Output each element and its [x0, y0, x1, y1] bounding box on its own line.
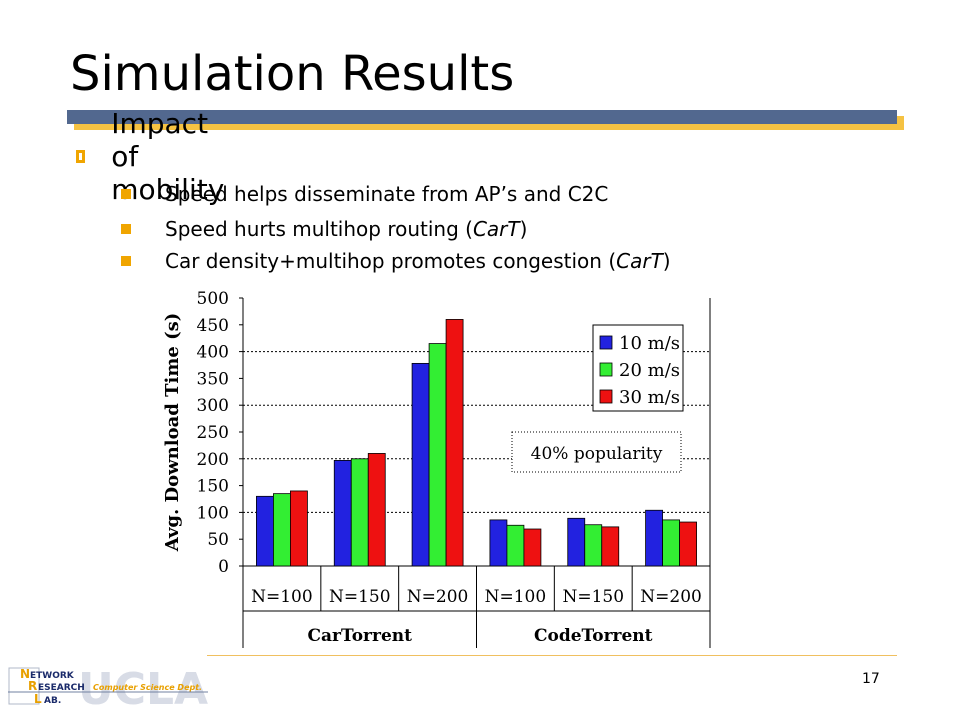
- annotation-text: 40% popularity: [531, 444, 663, 464]
- y-tick-label: 50: [207, 530, 229, 550]
- bullet-text: Impact of mobility: [111, 106, 225, 206]
- logo-frame: [8, 667, 40, 705]
- category-label: N=150: [329, 587, 391, 607]
- legend-swatch: [599, 335, 613, 350]
- bar: [256, 495, 274, 567]
- bar: [584, 524, 603, 567]
- nrl-ucla-logo: UCLA N ETWORK R ESEARCH L AB. Computer S…: [8, 664, 208, 710]
- bar: [662, 519, 680, 567]
- y-tick-label: 250: [197, 423, 229, 443]
- footer-rule: [207, 655, 897, 656]
- hollow-square-bullet-icon: [76, 149, 86, 163]
- bullet-level1: Impact of mobility: [76, 107, 228, 206]
- annotation-box: [511, 431, 682, 473]
- category-label: N=200: [640, 587, 702, 607]
- square-bullet-icon: [121, 224, 131, 234]
- square-bullet-icon: [121, 256, 131, 266]
- category-label: N=100: [251, 587, 313, 607]
- group-label: CodeTorrent: [534, 626, 653, 646]
- y-axis-label: Avg. Download Time (s): [162, 313, 183, 553]
- legend-label: 20 m/s: [619, 360, 680, 381]
- y-tick-label: 350: [197, 369, 229, 389]
- subbullet-text: Speed helps disseminate from AP’s and C2…: [165, 182, 609, 206]
- group-label: CarTorrent: [308, 626, 413, 646]
- bar: [273, 493, 291, 567]
- bar: [290, 490, 308, 567]
- logo-watermark: UCLA: [78, 664, 208, 710]
- bar: [601, 526, 620, 567]
- logo-initial-r: R: [28, 679, 37, 693]
- legend-label: 30 m/s: [619, 387, 680, 408]
- legend-label: 10 m/s: [619, 333, 680, 354]
- logo-initial-n: N: [20, 667, 30, 681]
- bar: [428, 343, 447, 567]
- legend-swatch: [599, 389, 613, 404]
- bar: [489, 519, 508, 567]
- logo-initial-l: L: [34, 692, 42, 706]
- bar: [523, 528, 542, 567]
- y-tick-label: 300: [197, 396, 229, 416]
- y-tick-label: 450: [197, 316, 229, 336]
- logo-line2: ESEARCH: [38, 683, 85, 693]
- bar: [411, 362, 430, 567]
- bar: [445, 319, 464, 567]
- y-tick-label: 100: [197, 503, 229, 523]
- bar: [367, 453, 386, 567]
- bar: [506, 524, 525, 567]
- y-tick-label: 150: [197, 477, 229, 497]
- bar: [350, 458, 369, 567]
- category-label: N=100: [485, 587, 547, 607]
- bar: [333, 460, 352, 567]
- y-tick-label: 400: [197, 343, 229, 363]
- y-tick-label: 500: [197, 289, 229, 309]
- y-tick-label: 200: [197, 450, 229, 470]
- subbullet-text: Speed hurts multihop routing (CarT): [165, 217, 528, 241]
- subbullet: Speed hurts multihop routing (CarT): [121, 216, 527, 242]
- legend-swatch: [599, 362, 613, 377]
- slide-title: Simulation Results: [70, 46, 515, 102]
- logo-line1: ETWORK: [30, 671, 75, 681]
- logo-line3: AB.: [44, 696, 61, 706]
- y-tick-label: 0: [218, 557, 229, 577]
- bar: [679, 521, 697, 567]
- subbullet-text: Car density+multihop promotes congestion…: [165, 249, 671, 273]
- page-number: 17: [862, 671, 880, 687]
- category-label: N=150: [562, 587, 624, 607]
- category-label: N=200: [407, 587, 469, 607]
- title-bar: [67, 110, 897, 124]
- square-bullet-icon: [121, 189, 131, 199]
- bar: [645, 509, 663, 567]
- subbullet: Car density+multihop promotes congestion…: [121, 248, 671, 274]
- logo-dept: Computer Science Dept.: [93, 683, 202, 692]
- bar: [567, 517, 586, 567]
- subbullet: Speed helps disseminate from AP’s and C2…: [121, 181, 608, 207]
